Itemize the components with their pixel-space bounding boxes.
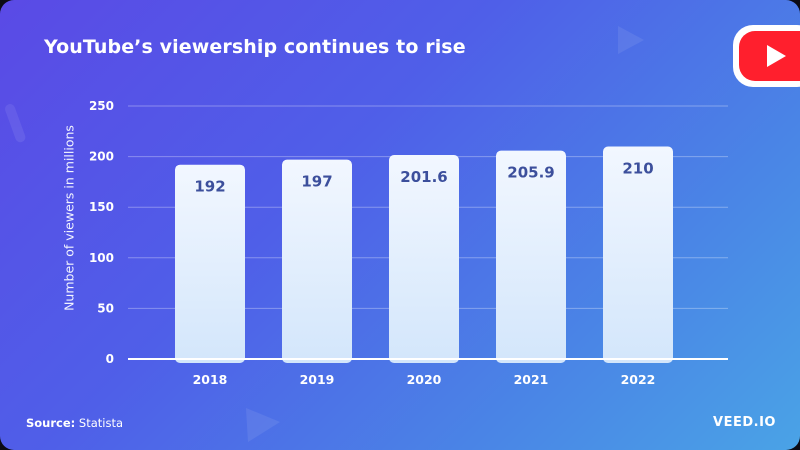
y-tick-label: 100 xyxy=(89,251,114,265)
bar-2018 xyxy=(175,164,245,363)
bar-2020 xyxy=(389,154,459,363)
x-tick-label: 2019 xyxy=(300,372,335,387)
y-tick-label: 200 xyxy=(89,150,114,164)
bars: 192 197 201.6 205.9 210 xyxy=(175,146,673,363)
source-label: Source: xyxy=(26,416,76,430)
x-tick-labels: 2018 2019 2020 2021 2022 xyxy=(193,372,656,387)
x-tick-label: 2022 xyxy=(621,372,656,387)
y-tick-labels: 0 50 100 150 200 250 xyxy=(89,99,114,366)
bar-value-label: 192 xyxy=(194,178,225,196)
youtube-badge xyxy=(733,25,800,87)
x-tick-label: 2021 xyxy=(514,372,549,387)
bar-value-label: 205.9 xyxy=(507,164,554,182)
source-note: Source: Statista xyxy=(26,416,123,430)
source-value: Statista xyxy=(78,416,124,430)
bar-value-label: 210 xyxy=(622,159,653,177)
decor-shape-bottom xyxy=(246,408,280,442)
bar-value-label: 201.6 xyxy=(400,168,447,186)
y-tick-label: 50 xyxy=(97,301,114,315)
x-tick-label: 2020 xyxy=(407,372,442,387)
x-tick-label: 2018 xyxy=(193,372,228,387)
decor-shape-right xyxy=(618,26,644,54)
y-tick-label: 0 xyxy=(106,352,114,366)
youtube-play-button xyxy=(739,31,800,81)
brand-logo: VEED.IO xyxy=(713,415,776,430)
bar-2022 xyxy=(603,146,673,363)
bar-value-label: 197 xyxy=(301,173,332,191)
youtube-play-icon xyxy=(767,45,786,67)
y-tick-label: 150 xyxy=(89,200,114,214)
bar-2021 xyxy=(496,150,566,363)
decor-shape-left xyxy=(5,104,26,143)
y-tick-label: 250 xyxy=(89,99,114,113)
chart-title: YouTube’s viewership continues to rise xyxy=(44,36,466,58)
bar-2019 xyxy=(282,159,352,363)
